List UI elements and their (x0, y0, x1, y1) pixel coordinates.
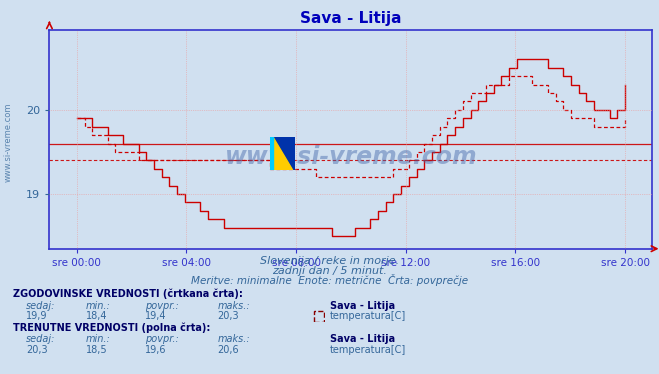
Text: min.:: min.: (86, 301, 111, 310)
Text: Meritve: minimalne  Enote: metrične  Črta: povprečje: Meritve: minimalne Enote: metrične Črta:… (191, 274, 468, 286)
Text: 20,3: 20,3 (26, 346, 48, 355)
Text: povpr.:: povpr.: (145, 301, 179, 310)
Text: 18,5: 18,5 (86, 346, 107, 355)
Text: povpr.:: povpr.: (145, 334, 179, 344)
Text: min.:: min.: (86, 334, 111, 344)
Text: sedaj:: sedaj: (26, 334, 56, 344)
Text: maks.:: maks.: (217, 301, 250, 310)
Text: 19,9: 19,9 (26, 311, 48, 321)
Text: 19,6: 19,6 (145, 346, 167, 355)
Text: Slovenija / reke in morje.: Slovenija / reke in morje. (260, 256, 399, 266)
Text: www.si-vreme.com: www.si-vreme.com (225, 145, 477, 169)
Polygon shape (270, 137, 273, 170)
Text: 18,4: 18,4 (86, 311, 107, 321)
Title: Sava - Litija: Sava - Litija (300, 11, 402, 26)
Text: Sava - Litija: Sava - Litija (330, 301, 395, 310)
Text: Sava - Litija: Sava - Litija (330, 334, 395, 344)
Text: TRENUTNE VREDNOSTI (polna črta):: TRENUTNE VREDNOSTI (polna črta): (13, 322, 211, 333)
Text: maks.:: maks.: (217, 334, 250, 344)
Text: zadnji dan / 5 minut.: zadnji dan / 5 minut. (272, 266, 387, 276)
Polygon shape (273, 137, 293, 170)
Text: temperatura[C]: temperatura[C] (330, 346, 406, 355)
Text: 20,3: 20,3 (217, 311, 239, 321)
Text: www.si-vreme.com: www.si-vreme.com (3, 102, 13, 182)
Text: 19,4: 19,4 (145, 311, 167, 321)
Text: 20,6: 20,6 (217, 346, 239, 355)
Text: temperatura[C]: temperatura[C] (330, 311, 406, 321)
Text: ZGODOVINSKE VREDNOSTI (črtkana črta):: ZGODOVINSKE VREDNOSTI (črtkana črta): (13, 289, 243, 299)
Text: sedaj:: sedaj: (26, 301, 56, 310)
